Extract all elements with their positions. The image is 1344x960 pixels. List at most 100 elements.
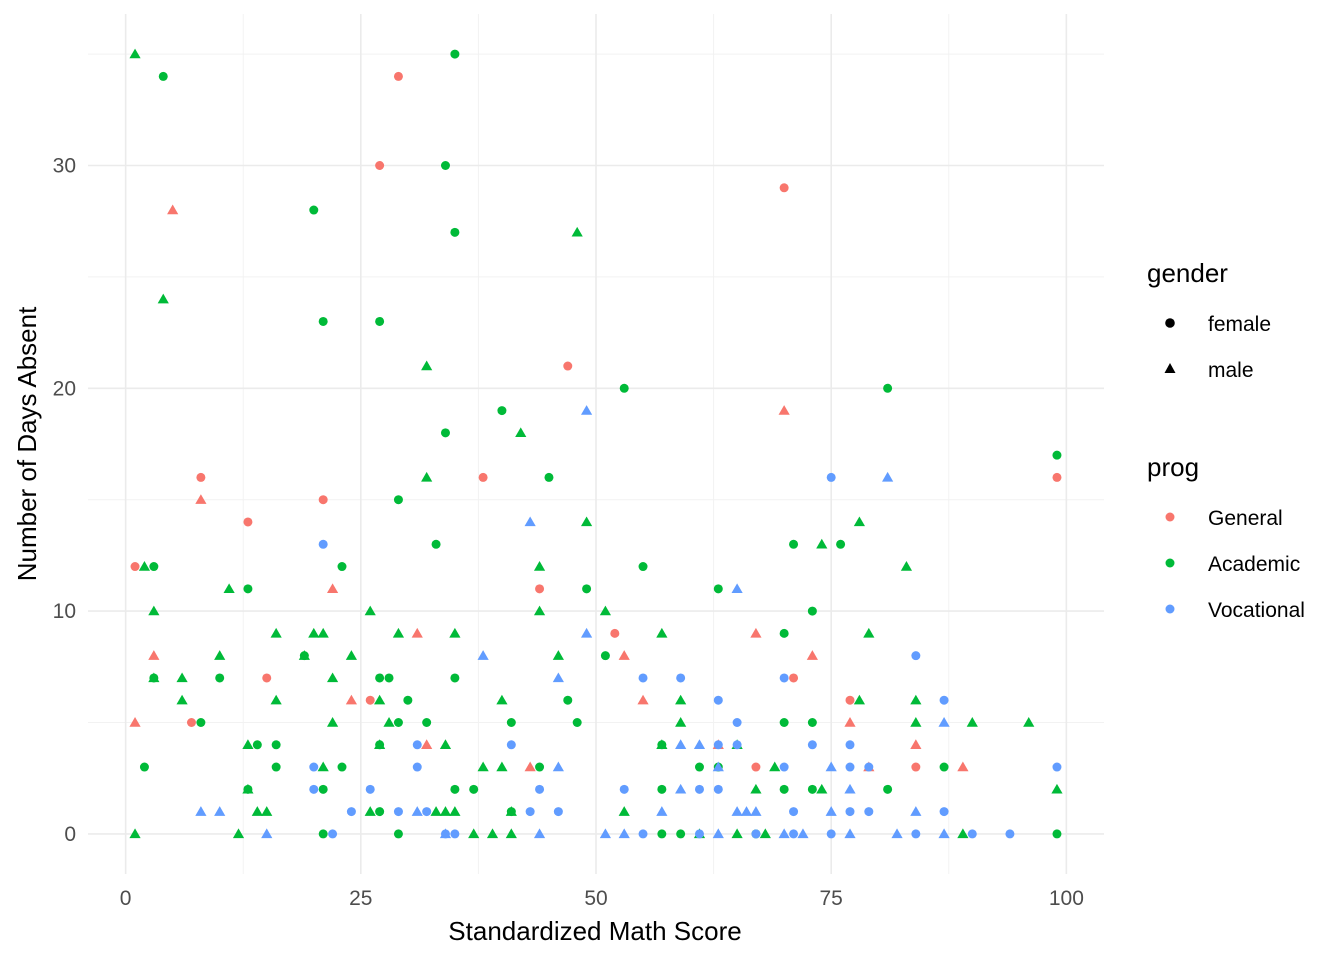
point-vocational-male [524, 516, 536, 527]
point-academic-male [1023, 716, 1035, 727]
point-vocational-male [618, 828, 630, 839]
point-academic-female [657, 740, 667, 750]
point-academic-male [345, 650, 358, 660]
point-general-male [167, 204, 179, 215]
point-academic-male [374, 694, 386, 705]
point-vocational-female [864, 807, 874, 817]
x-tick-label: 75 [820, 887, 843, 910]
point-general-female [1052, 472, 1062, 482]
point-academic-male [468, 828, 480, 839]
point-vocational-male [750, 806, 762, 816]
data-points [129, 48, 1063, 839]
point-vocational-female [393, 807, 403, 817]
point-vocational-female [845, 807, 855, 817]
point-academic-male [392, 627, 405, 638]
legend-vocational-label: Vocational [1208, 599, 1305, 622]
point-academic-female [318, 829, 328, 839]
point-general-male [910, 739, 922, 749]
point-general-female [478, 472, 488, 482]
point-academic-male [326, 716, 339, 727]
x-axis-tick-labels: 0 25 50 75 100 [120, 887, 1084, 910]
point-vocational-female [619, 784, 629, 794]
point-vocational-female [412, 740, 422, 750]
point-general-female [610, 628, 620, 638]
point-academic-male [910, 694, 922, 705]
x-tick-label: 100 [1049, 887, 1084, 910]
point-general-male [129, 716, 141, 727]
y-axis-title: Number of Days Absent [12, 306, 42, 581]
point-academic-male [1051, 783, 1063, 794]
point-academic-female [779, 717, 789, 727]
point-vocational-male [731, 583, 743, 594]
point-general-female [130, 562, 140, 572]
point-academic-male [148, 605, 160, 616]
point-general-female [375, 161, 385, 171]
point-academic-female [836, 539, 846, 549]
point-academic-female [271, 740, 281, 750]
point-academic-female [309, 205, 319, 215]
point-academic-male [750, 783, 762, 794]
point-general-male [618, 650, 630, 660]
point-vocational-female [694, 829, 704, 839]
point-vocational-male [411, 806, 423, 816]
point-general-female [911, 762, 921, 772]
legend-female-label: female [1208, 313, 1271, 336]
point-academic-female [318, 784, 328, 794]
point-general-female [779, 183, 789, 193]
point-academic-female [779, 628, 789, 638]
point-academic-female [657, 784, 667, 794]
point-academic-male [675, 716, 687, 727]
point-vocational-female [638, 829, 648, 839]
point-academic-female [789, 539, 799, 549]
point-academic-female [393, 495, 403, 505]
point-academic-male [383, 716, 395, 727]
legend-academic-label: Academic [1208, 553, 1300, 576]
y-tick-label: 0 [64, 823, 76, 846]
point-general-female [535, 584, 545, 594]
point-vocational-female [318, 539, 328, 549]
point-academic-male [515, 427, 527, 438]
point-academic-female [506, 807, 516, 817]
point-academic-female [384, 673, 394, 683]
point-academic-male [270, 694, 282, 705]
point-academic-female [149, 562, 159, 572]
point-academic-female [375, 316, 385, 326]
point-academic-male [308, 627, 320, 638]
y-axis-tick-labels: 0 10 20 30 [53, 155, 76, 846]
point-vocational-male [675, 739, 687, 749]
point-academic-female [1052, 829, 1062, 839]
point-academic-male [966, 716, 978, 727]
point-academic-female [318, 316, 328, 326]
point-academic-male [261, 806, 273, 816]
point-academic-female [883, 383, 893, 393]
point-academic-female [337, 562, 347, 572]
point-academic-male [251, 806, 263, 816]
point-vocational-male [797, 828, 809, 839]
point-academic-female [431, 539, 441, 549]
legend-female-key [1165, 318, 1175, 328]
point-vocational-female [412, 762, 422, 772]
point-general-male [806, 650, 818, 660]
point-academic-male [496, 761, 508, 772]
point-academic-female [450, 227, 460, 237]
point-academic-male [242, 739, 254, 749]
point-academic-female [243, 784, 253, 794]
point-academic-female [139, 762, 149, 772]
point-academic-male [157, 293, 169, 304]
point-vocational-male [552, 761, 564, 772]
point-vocational-male [938, 716, 950, 727]
point-academic-male [421, 360, 433, 371]
point-academic-female [215, 673, 225, 683]
point-academic-female [619, 383, 629, 393]
legend-gender: gender female male [1147, 258, 1271, 382]
point-general-female [845, 695, 855, 705]
point-vocational-male [675, 783, 687, 794]
point-vocational-male [778, 828, 790, 839]
point-academic-male [853, 516, 866, 527]
point-academic-male [759, 828, 771, 839]
point-vocational-female [779, 762, 789, 772]
point-academic-male [853, 694, 866, 705]
point-vocational-male [882, 471, 894, 482]
legend-gender-title: gender [1147, 258, 1228, 288]
point-vocational-male [656, 806, 668, 816]
